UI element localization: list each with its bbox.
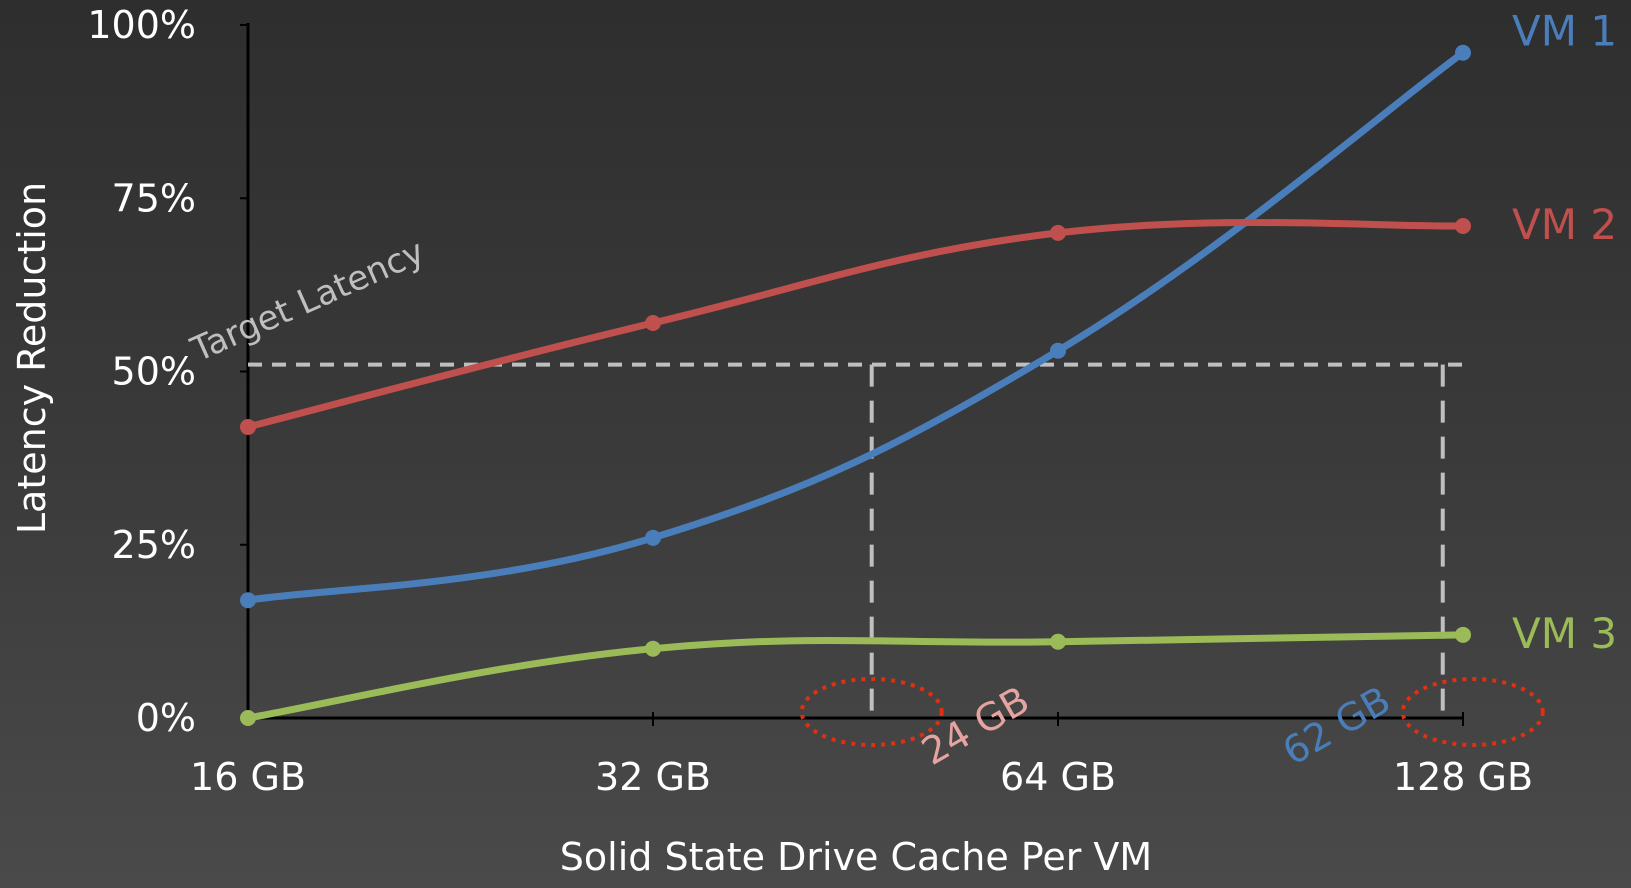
y-tick-label: 50% — [112, 350, 196, 394]
24-gb-highlight-circle — [799, 677, 944, 747]
vm-1-point — [645, 529, 661, 546]
vm-1-line — [244, 49, 1467, 604]
62-gb-highlight-circle — [1400, 677, 1545, 747]
y-tick-label: 0% — [136, 696, 196, 740]
y-axis-label: Latency Reduction — [10, 182, 54, 534]
62-gb-annotation-label: 62 GB — [1275, 678, 1397, 774]
target-guides — [248, 362, 1545, 747]
x-tick-label: 64 GB — [1000, 755, 1116, 799]
vm-1-point — [240, 592, 256, 609]
vm-3-point — [645, 640, 661, 657]
vm-3-point — [240, 710, 256, 726]
vm-3-point — [1455, 626, 1471, 643]
vm-2-point — [1455, 217, 1471, 234]
x-tick-label: 16 GB — [190, 755, 306, 799]
y-tick-label: 100% — [87, 3, 196, 47]
x-axis-label: Solid State Drive Cache Per VM — [560, 835, 1152, 879]
vm-2-line — [244, 218, 1467, 431]
vm-3-point — [1050, 633, 1066, 650]
vm-3-legend-label: VM 3 — [1512, 609, 1617, 658]
vm-2-legend-label: VM 2 — [1512, 200, 1617, 249]
vm-1-point — [1050, 342, 1066, 359]
x-tick-label: 128 GB — [1393, 755, 1533, 799]
chart-labels: Latency Reduction Solid State Drive Cach… — [10, 7, 1617, 879]
vm-1-legend-label: VM 1 — [1512, 7, 1617, 56]
vm-2-point — [645, 314, 661, 331]
vm-1-point — [1455, 44, 1471, 61]
x-tick-label: 32 GB — [595, 755, 711, 799]
chart-series — [240, 44, 1471, 726]
vm-3-line — [244, 631, 1467, 722]
chart-axes: 0% 25% 50% 75% 100% 16 GB 32 GB 64 GB 128 GB — [87, 3, 1533, 799]
y-tick-label: 75% — [112, 176, 196, 220]
vm-2-point — [240, 418, 256, 435]
y-tick-label: 25% — [112, 523, 196, 567]
target-latency-label: Target Latency — [184, 232, 430, 371]
vm-2-point — [1050, 224, 1066, 241]
